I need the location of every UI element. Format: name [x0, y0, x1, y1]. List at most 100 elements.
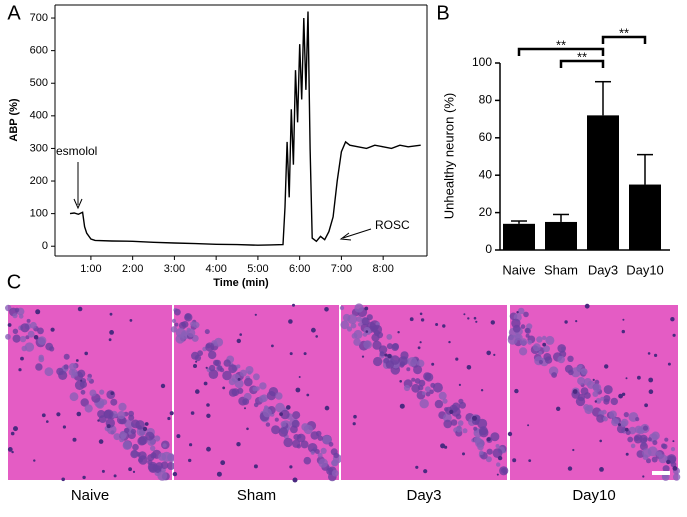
- neuron: [519, 338, 528, 346]
- neuron: [411, 383, 421, 393]
- y-tick-label: 100: [30, 208, 48, 220]
- neuron: [512, 324, 521, 333]
- neuron: [214, 337, 224, 347]
- neuron: [475, 420, 479, 425]
- cell: [46, 420, 49, 423]
- neuron: [86, 376, 92, 382]
- micrograph-caption: Naive: [71, 487, 109, 504]
- neuron: [651, 431, 660, 440]
- cell: [473, 316, 477, 320]
- cell: [567, 466, 573, 471]
- cell: [667, 362, 671, 366]
- neuron: [12, 313, 18, 319]
- neuron: [274, 417, 279, 422]
- cell: [584, 303, 590, 309]
- neuron: [21, 345, 28, 352]
- neuron: [307, 443, 318, 453]
- neuron: [492, 448, 503, 458]
- neuron: [12, 334, 21, 343]
- cell: [176, 434, 181, 439]
- neuron: [89, 389, 97, 397]
- cell: [621, 329, 625, 334]
- neuron: [639, 434, 648, 444]
- cell: [542, 342, 547, 347]
- cell: [206, 413, 211, 418]
- neuron: [399, 362, 405, 368]
- neuron: [425, 386, 431, 393]
- neuron: [450, 419, 458, 426]
- cell: [463, 313, 466, 316]
- x-tick-label: 3:00: [164, 263, 185, 275]
- cell: [195, 360, 198, 363]
- abp-line: [69, 11, 421, 246]
- cell: [206, 403, 210, 407]
- neuron: [80, 398, 89, 407]
- x-tick-label: 8:00: [372, 263, 393, 275]
- neuron: [331, 459, 338, 467]
- cell: [672, 333, 676, 337]
- cell: [497, 455, 503, 461]
- annotation-arrowhead: [73, 198, 83, 210]
- neuron: [296, 444, 301, 449]
- cell: [295, 387, 301, 393]
- neuron: [485, 456, 492, 463]
- cell: [188, 458, 192, 463]
- neuron: [63, 364, 69, 370]
- neuron: [283, 437, 293, 448]
- neuron: [271, 425, 281, 435]
- cell: [195, 389, 200, 394]
- neuron: [322, 435, 332, 445]
- neuron: [373, 356, 383, 367]
- neuron: [103, 410, 112, 419]
- neuron: [386, 334, 393, 340]
- cell: [622, 318, 625, 321]
- neuron: [594, 379, 600, 385]
- neuron: [432, 382, 443, 393]
- cell: [56, 412, 61, 417]
- significance-label: **: [556, 37, 566, 52]
- neuron: [662, 465, 670, 473]
- neuron: [25, 335, 30, 340]
- cell: [113, 474, 117, 478]
- neuron: [507, 334, 518, 345]
- y-tick-label: 20: [479, 205, 493, 219]
- cell: [507, 431, 513, 437]
- cell: [206, 446, 211, 452]
- neuron: [171, 318, 177, 323]
- cell: [72, 437, 77, 442]
- neuron: [390, 355, 400, 365]
- neuron: [339, 305, 345, 311]
- cell: [458, 383, 461, 386]
- neuron: [610, 397, 618, 406]
- cell: [101, 469, 105, 473]
- cell: [449, 409, 454, 414]
- cell: [292, 477, 298, 483]
- cell: [384, 353, 388, 357]
- neuron: [438, 391, 447, 400]
- cell: [490, 320, 495, 325]
- neuron: [99, 389, 105, 395]
- neuron: [350, 322, 357, 329]
- neuron: [174, 322, 179, 327]
- cell: [399, 380, 403, 383]
- neuron: [557, 355, 565, 364]
- bar: [629, 184, 661, 250]
- neuron: [69, 363, 77, 371]
- cell: [353, 414, 357, 419]
- cell: [624, 427, 629, 432]
- cell: [7, 447, 13, 452]
- neuron: [519, 347, 528, 356]
- significance-label: **: [577, 49, 587, 64]
- panel-label: A: [7, 2, 21, 24]
- neuron: [403, 384, 411, 392]
- neuron: [580, 387, 589, 395]
- neuron: [167, 462, 175, 470]
- neuron: [37, 327, 44, 335]
- x-axis-label: Time (min): [213, 277, 269, 289]
- cell: [644, 403, 648, 408]
- neuron: [317, 452, 323, 458]
- cell: [493, 353, 496, 356]
- y-tick-label: 0: [42, 240, 48, 252]
- neuron: [406, 367, 411, 372]
- neuron: [652, 440, 658, 446]
